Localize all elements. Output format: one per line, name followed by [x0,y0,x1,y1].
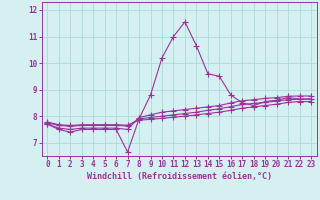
X-axis label: Windchill (Refroidissement éolien,°C): Windchill (Refroidissement éolien,°C) [87,172,272,181]
